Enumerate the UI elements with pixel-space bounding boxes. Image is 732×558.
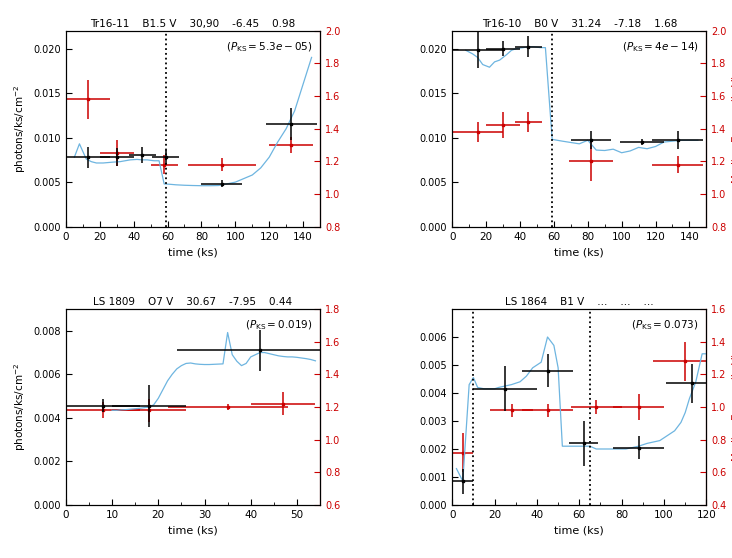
X-axis label: Tr16-11    B1.5 V    30,90    -6.45    0.98: Tr16-11 B1.5 V 30,90 -6.45 0.98 xyxy=(90,18,296,28)
X-axis label: time (ks): time (ks) xyxy=(168,247,218,257)
Text: $(P_{\rm KS}=4e-14)$: $(P_{\rm KS}=4e-14)$ xyxy=(622,41,699,54)
Text: $(P_{\rm KS}=0.073)$: $(P_{\rm KS}=0.073)$ xyxy=(631,319,699,333)
X-axis label: Tr16-10    B0 V    31.24    -7.18    1.68: Tr16-10 B0 V 31.24 -7.18 1.68 xyxy=(482,18,677,28)
X-axis label: time (ks): time (ks) xyxy=(554,247,604,257)
X-axis label: time (ks): time (ks) xyxy=(168,526,218,536)
Y-axis label: photons/ks/cm$^{-2}$: photons/ks/cm$^{-2}$ xyxy=(12,85,28,173)
X-axis label: time (ks): time (ks) xyxy=(554,526,604,536)
Text: $(P_{\rm KS}=0.019)$: $(P_{\rm KS}=0.019)$ xyxy=(245,319,313,333)
X-axis label: LS 1864    B1 V    ...    ...    ...: LS 1864 B1 V ... ... ... xyxy=(505,297,654,307)
X-axis label: LS 1809    O7 V    30.67    -7.95    0.44: LS 1809 O7 V 30.67 -7.95 0.44 xyxy=(94,297,293,307)
Y-axis label: photons/ks/cm$^{-2}$: photons/ks/cm$^{-2}$ xyxy=(12,363,28,451)
Text: $(P_{\rm KS}=5.3e-05)$: $(P_{\rm KS}=5.3e-05)$ xyxy=(225,41,313,54)
